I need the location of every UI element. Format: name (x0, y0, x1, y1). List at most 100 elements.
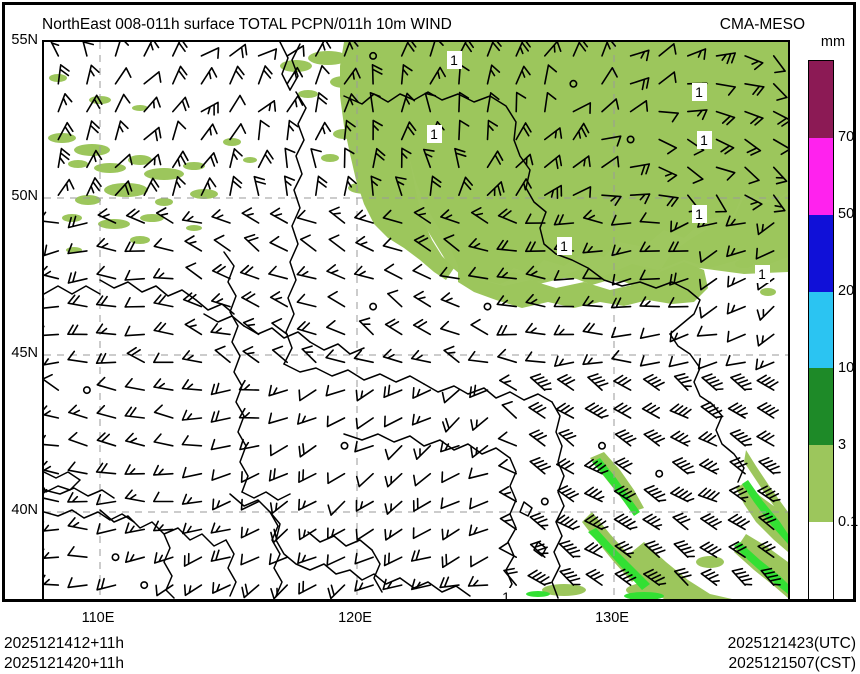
wind-barb (372, 119, 383, 141)
wind-barb (499, 513, 517, 531)
wind-barb (67, 546, 88, 558)
wind-barb (96, 432, 117, 447)
wind-barb (611, 244, 632, 257)
wind-barb (658, 194, 679, 207)
wind-barb (515, 178, 532, 196)
wind-barb (429, 175, 442, 196)
wind-barb (343, 93, 359, 113)
wind-barb (503, 567, 518, 586)
wind-barb (501, 401, 517, 419)
wind-barb (557, 485, 579, 503)
wind-barb (269, 291, 288, 308)
map-gridlines (44, 42, 788, 599)
wind-barb (772, 55, 786, 74)
wind-barb (726, 302, 746, 315)
contour-label: 1 (430, 126, 438, 142)
wind-barb (327, 527, 346, 540)
map-plot-area[interactable]: 1 1 1 1 1 1 1 1 (42, 40, 790, 601)
wind-barb (613, 374, 632, 391)
wind-barb (241, 291, 260, 308)
wind-barb (240, 553, 260, 566)
wind-barb (284, 147, 296, 169)
wind-barb (200, 123, 218, 141)
wind-barb (67, 461, 88, 475)
wind-barb (672, 512, 691, 531)
wind-barb (700, 568, 720, 586)
wind-barb (241, 207, 260, 224)
colorbar-label-50: 50 (838, 206, 855, 222)
wind-barb (525, 265, 546, 280)
calm-wind-marker (340, 441, 349, 450)
wind-barb (440, 209, 460, 224)
wind-barb (643, 484, 667, 503)
wind-barb (658, 110, 679, 123)
wind-barb (372, 147, 386, 169)
contour-label-background (692, 83, 707, 101)
wind-barb (658, 71, 677, 85)
wind-barb (700, 513, 722, 531)
wind-barb (658, 138, 678, 155)
wind-barb (286, 66, 304, 85)
wind-barb (253, 175, 266, 196)
wind-barb (731, 567, 753, 586)
wind-barb (96, 265, 117, 280)
wind-barb (544, 184, 563, 199)
wind-barb (572, 102, 592, 114)
colorbar-label-70: 70 (838, 129, 855, 145)
wind-barb (124, 269, 145, 281)
wind-barb (644, 540, 666, 558)
wind-barb (369, 92, 381, 113)
wind-barb (670, 486, 695, 503)
wind-barb (439, 576, 460, 589)
wind-barb (529, 540, 549, 558)
wind-barb (124, 241, 145, 253)
wind-barb (400, 147, 412, 169)
wind-barb (240, 526, 260, 539)
wind-barb (172, 120, 187, 141)
wind-barb (44, 405, 60, 419)
wind-barb (214, 345, 231, 364)
axis-label-lat-40n: 40N (11, 502, 38, 518)
wind-barb (181, 379, 203, 391)
wind-barb (669, 272, 689, 286)
wind-barb (229, 123, 247, 141)
wind-barb (153, 352, 174, 364)
wind-barb (172, 96, 190, 113)
wind-barb (298, 580, 317, 595)
wind-barb (673, 567, 692, 586)
wind-barb (114, 93, 131, 113)
wind-barb (325, 349, 346, 364)
wind-barb (582, 242, 603, 254)
wind-barb (44, 521, 60, 532)
wind-barb (496, 239, 517, 252)
wind-barb (744, 110, 764, 126)
contour-label: 1 (695, 84, 703, 100)
wind-barb (298, 443, 317, 458)
calm-wind-marker (140, 581, 149, 590)
wind-barb (297, 552, 317, 565)
wind-barb (525, 241, 546, 253)
calm-wind-marker (569, 79, 578, 88)
wind-barb (582, 268, 603, 280)
wind-barb (715, 110, 736, 126)
wind-barb (498, 486, 517, 503)
wind-barb (86, 64, 100, 85)
wind-barb (672, 457, 695, 475)
wind-barb (413, 472, 432, 487)
wind-barb (44, 265, 60, 280)
wind-barb (183, 584, 203, 597)
wind-barb (286, 95, 304, 113)
wind-barb (153, 238, 174, 252)
wind-barb (44, 358, 60, 366)
colorbar[interactable] (808, 60, 834, 600)
wind-barb (238, 407, 260, 419)
contour-label-background (499, 588, 514, 599)
wind-barb (95, 352, 117, 364)
wind-barb (153, 294, 174, 308)
wind-barb (756, 305, 775, 321)
wind-barb (584, 458, 609, 475)
wind-barb (343, 42, 359, 57)
wind-barb (382, 209, 403, 224)
wind-barb (412, 387, 432, 399)
wind-barb (669, 330, 689, 343)
